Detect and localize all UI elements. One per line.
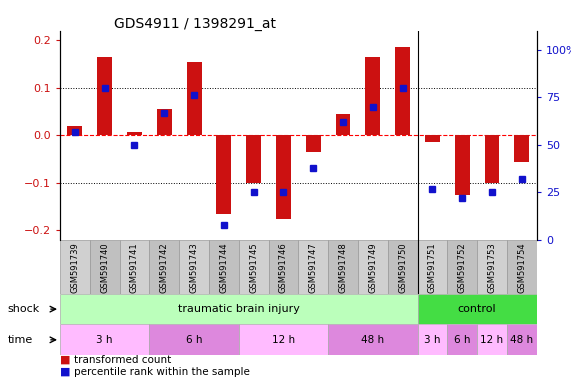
Bar: [417, 294, 537, 324]
Text: GSM591747: GSM591747: [309, 243, 317, 293]
Bar: [336, 114, 351, 136]
Bar: [276, 136, 291, 218]
Text: GSM591740: GSM591740: [100, 243, 109, 293]
Bar: [216, 136, 231, 214]
Bar: [179, 240, 209, 294]
Bar: [209, 240, 239, 294]
Text: 12 h: 12 h: [272, 335, 295, 345]
Text: GSM591744: GSM591744: [219, 243, 228, 293]
Text: 6 h: 6 h: [454, 335, 471, 345]
Text: GSM591749: GSM591749: [368, 243, 377, 293]
Text: GSM591745: GSM591745: [249, 243, 258, 293]
Bar: [485, 136, 500, 183]
Text: GSM591751: GSM591751: [428, 243, 437, 293]
Bar: [299, 240, 328, 294]
Bar: [67, 126, 82, 136]
Text: 3 h: 3 h: [96, 335, 113, 345]
Bar: [477, 324, 507, 355]
Bar: [514, 136, 529, 162]
Bar: [60, 240, 90, 294]
Text: GSM591754: GSM591754: [517, 243, 526, 293]
Bar: [90, 240, 119, 294]
Bar: [507, 324, 537, 355]
Bar: [60, 294, 417, 324]
Bar: [97, 57, 112, 136]
Text: GSM591753: GSM591753: [488, 243, 497, 293]
Bar: [127, 132, 142, 136]
Text: GSM591748: GSM591748: [339, 243, 348, 293]
Text: GSM591752: GSM591752: [458, 243, 467, 293]
Text: GSM591739: GSM591739: [70, 243, 79, 293]
Bar: [246, 136, 261, 183]
Bar: [507, 240, 537, 294]
Bar: [60, 324, 150, 355]
Text: GSM591750: GSM591750: [398, 243, 407, 293]
Bar: [358, 240, 388, 294]
Bar: [447, 324, 477, 355]
Text: GDS4911 / 1398291_at: GDS4911 / 1398291_at: [114, 17, 276, 31]
Bar: [395, 47, 410, 136]
Bar: [119, 240, 150, 294]
Bar: [425, 136, 440, 142]
Bar: [268, 240, 298, 294]
Bar: [157, 109, 172, 136]
Bar: [365, 57, 380, 136]
Text: 48 h: 48 h: [510, 335, 533, 345]
Bar: [328, 324, 417, 355]
Text: GSM591743: GSM591743: [190, 243, 199, 293]
Text: GSM591741: GSM591741: [130, 243, 139, 293]
Text: traumatic brain injury: traumatic brain injury: [178, 304, 300, 314]
Text: 12 h: 12 h: [480, 335, 504, 345]
Bar: [477, 240, 507, 294]
Bar: [388, 240, 417, 294]
Text: shock: shock: [7, 304, 39, 314]
Text: transformed count: transformed count: [74, 355, 171, 365]
Bar: [187, 62, 202, 136]
Text: GSM591746: GSM591746: [279, 243, 288, 293]
Bar: [417, 324, 447, 355]
Bar: [455, 136, 470, 195]
Text: 3 h: 3 h: [424, 335, 441, 345]
Bar: [239, 324, 328, 355]
Text: percentile rank within the sample: percentile rank within the sample: [74, 367, 250, 377]
Text: time: time: [7, 335, 33, 345]
Bar: [150, 240, 179, 294]
Text: 48 h: 48 h: [361, 335, 384, 345]
Bar: [417, 240, 447, 294]
Bar: [447, 240, 477, 294]
Bar: [239, 240, 268, 294]
Text: GSM591742: GSM591742: [160, 243, 169, 293]
Text: ■: ■: [60, 355, 70, 365]
Bar: [306, 136, 321, 152]
Bar: [328, 240, 358, 294]
Text: control: control: [458, 304, 496, 314]
Text: 6 h: 6 h: [186, 335, 202, 345]
Text: ■: ■: [60, 367, 70, 377]
Bar: [150, 324, 239, 355]
